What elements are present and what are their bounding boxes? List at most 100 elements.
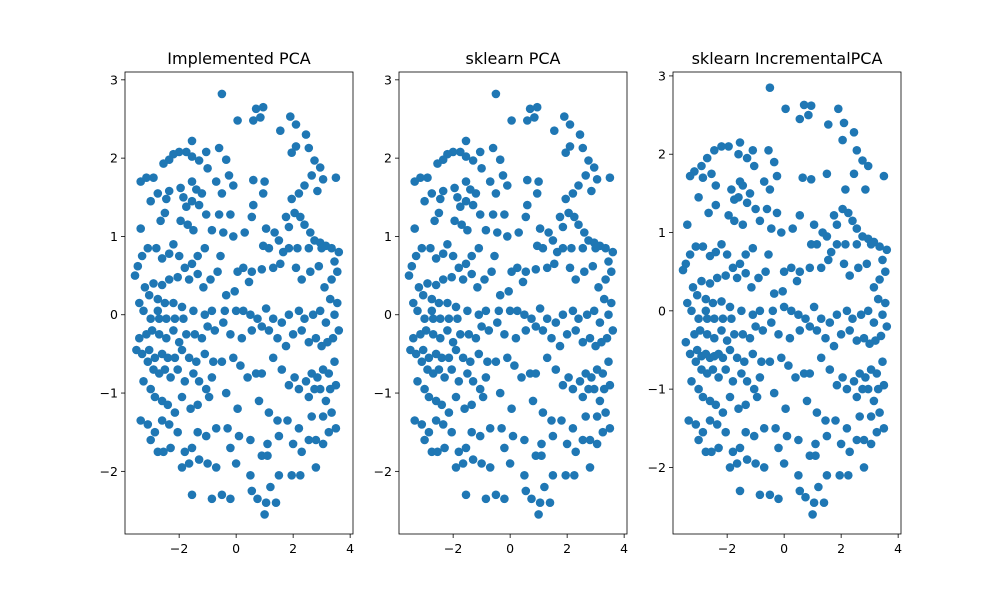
- data-point: [521, 267, 531, 277]
- data-point: [795, 486, 805, 496]
- data-point: [159, 447, 168, 457]
- data-point: [741, 400, 750, 410]
- data-point: [825, 318, 835, 327]
- data-point: [197, 189, 207, 198]
- data-point: [321, 318, 331, 327]
- data-point: [261, 498, 271, 508]
- data-point: [257, 322, 267, 331]
- data-point: [707, 447, 716, 457]
- data-point: [317, 243, 326, 253]
- data-point: [849, 169, 859, 179]
- data-point: [561, 148, 570, 157]
- y-tick-label: −1: [648, 382, 666, 397]
- data-point: [420, 435, 429, 445]
- data-point: [589, 306, 599, 316]
- data-point: [153, 306, 163, 316]
- data-point: [229, 181, 238, 190]
- data-point: [542, 314, 552, 324]
- data-point: [274, 471, 284, 480]
- data-point: [787, 306, 796, 316]
- data-point: [474, 349, 484, 359]
- data-point: [721, 427, 730, 437]
- data-point: [568, 189, 578, 198]
- data-point: [424, 427, 434, 437]
- data-point: [183, 220, 192, 229]
- data-point: [226, 494, 235, 504]
- x-tick-label: 0: [232, 541, 240, 556]
- data-point: [555, 212, 565, 222]
- data-point: [318, 439, 328, 449]
- data-point: [866, 439, 876, 449]
- data-point: [795, 211, 805, 220]
- subplot-sklearn-incrementalpca: sklearn IncrementalPCA −2 0 2 4 −2 −1 0 1 2 3: [648, 49, 903, 556]
- data-point: [732, 353, 742, 363]
- data-point: [863, 306, 873, 316]
- data-point: [193, 251, 202, 261]
- data-point: [327, 243, 336, 253]
- data-point: [537, 451, 546, 461]
- data-point: [574, 314, 583, 324]
- data-point: [149, 279, 158, 288]
- data-point: [164, 186, 174, 196]
- data-point: [558, 380, 568, 390]
- data-point: [461, 490, 471, 500]
- data-point: [701, 306, 711, 316]
- data-point: [595, 396, 605, 406]
- data-point: [314, 261, 324, 271]
- data-point: [513, 306, 522, 316]
- data-point: [604, 310, 613, 320]
- data-point: [761, 267, 770, 277]
- data-point: [764, 146, 773, 155]
- data-point: [190, 330, 200, 339]
- data-point: [875, 275, 884, 284]
- data-point: [471, 333, 481, 343]
- data-point: [444, 408, 454, 417]
- data-point: [247, 486, 257, 496]
- data-point: [869, 318, 879, 327]
- data-point: [511, 333, 521, 343]
- data-point: [683, 298, 692, 308]
- data-point: [460, 404, 469, 414]
- data-point: [284, 380, 294, 390]
- data-point: [424, 353, 434, 363]
- data-point: [484, 326, 494, 335]
- data-point: [182, 147, 191, 157]
- data-point: [261, 304, 271, 313]
- data-point: [324, 427, 334, 437]
- data-point: [485, 424, 495, 433]
- data-point: [822, 232, 832, 241]
- data-point: [187, 196, 197, 206]
- subplot-title: sklearn PCA: [466, 49, 561, 68]
- data-point: [307, 171, 317, 180]
- data-point: [542, 353, 552, 363]
- data-point: [805, 322, 815, 331]
- data-point: [463, 225, 472, 235]
- data-point: [157, 416, 167, 425]
- data-point: [229, 353, 238, 363]
- data-point: [450, 183, 459, 193]
- data-point: [411, 251, 421, 261]
- data-point: [587, 186, 596, 196]
- data-point: [286, 112, 295, 121]
- data-point: [571, 447, 580, 457]
- axes-frame: [398, 71, 628, 535]
- data-point: [436, 314, 445, 324]
- data-point: [331, 173, 341, 182]
- data-point: [424, 392, 434, 402]
- data-point: [532, 241, 542, 251]
- data-point: [237, 333, 247, 343]
- data-point: [748, 243, 758, 253]
- data-point: [608, 247, 618, 257]
- data-point: [535, 304, 545, 313]
- data-point: [704, 208, 713, 218]
- data-point: [187, 443, 197, 453]
- data-point: [466, 357, 475, 367]
- data-point: [162, 333, 171, 343]
- data-point: [440, 443, 449, 453]
- data-point: [258, 102, 268, 112]
- x-tick-label: 4: [346, 541, 354, 556]
- data-point: [209, 357, 218, 367]
- data-point: [311, 435, 321, 445]
- data-point: [249, 116, 258, 125]
- data-point: [578, 143, 588, 153]
